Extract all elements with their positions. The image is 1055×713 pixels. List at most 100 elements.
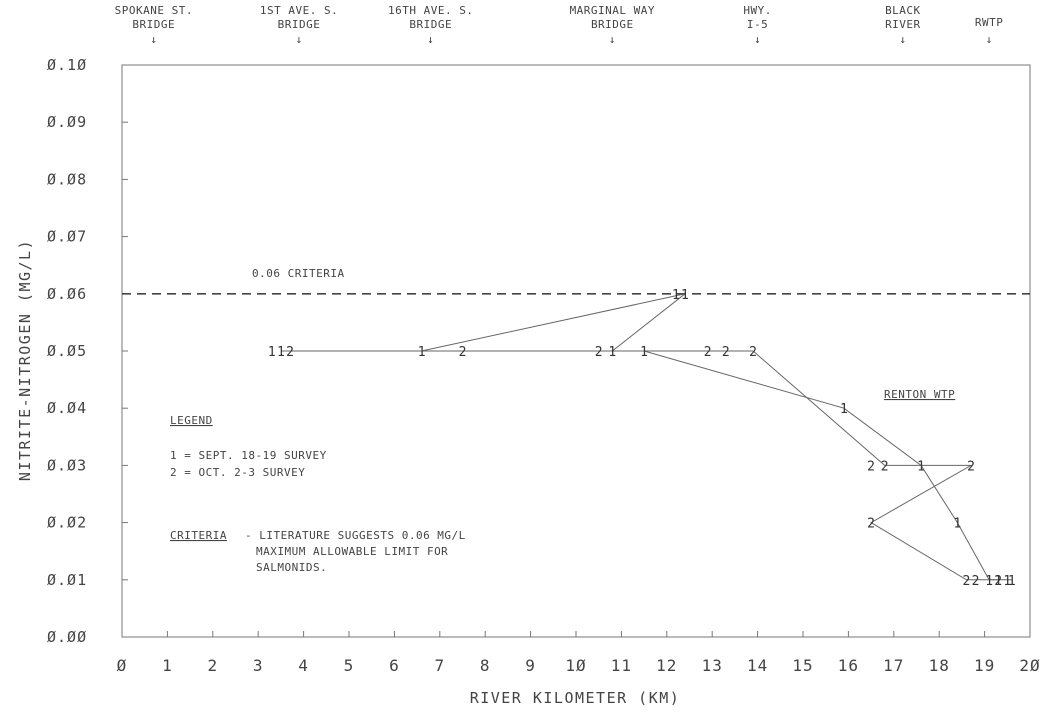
landmark-arrow-icon: ↓ — [150, 33, 157, 46]
y-tick-label: Ø.Ø6 — [47, 285, 87, 303]
series-1-point: 1 — [917, 459, 925, 474]
series-1-line — [280, 293, 1012, 581]
landmark-label: BRIDGE — [591, 18, 634, 31]
series-lines — [280, 293, 1012, 581]
series-2-point: 2 — [967, 459, 975, 474]
x-tick-label: 11 — [611, 656, 632, 675]
x-tick-label: 1 — [162, 656, 173, 675]
x-tick-label: 7 — [434, 656, 445, 675]
series-1-point: 1 — [840, 402, 848, 417]
landmarks: SPOKANE ST.BRIDGE↓1ST AVE. S.BRIDGE↓16TH… — [115, 4, 1004, 46]
landmark-label: HWY. — [743, 4, 772, 17]
criteria-reference: 0.06 CRITERIA — [122, 267, 1030, 295]
landmark-arrow-icon: ↓ — [295, 33, 302, 46]
x-axis-label: RIVER KILOMETER (KM) — [470, 689, 681, 707]
criteria-note-line-2: MAXIMUM ALLOWABLE LIMIT FOR — [256, 545, 448, 558]
landmark-label: BLACK — [885, 4, 921, 17]
landmark-arrow-icon: ↓ — [899, 33, 906, 46]
series-1-point: 1 — [268, 345, 276, 360]
series-1-point: 1 — [953, 517, 961, 532]
x-axis: Ø 1 2 3 4 5 6 7 8 9 1Ø 11 12 13 14 15 16 17 18 19 2Ø — [117, 631, 1040, 675]
landmark-label: I-5 — [747, 18, 768, 31]
y-tick-label: Ø.1Ø — [47, 56, 87, 74]
x-tick-label: 2Ø — [1019, 656, 1040, 675]
x-tick-label: 3 — [253, 656, 264, 675]
y-tick-label: Ø.Ø5 — [47, 342, 87, 360]
x-tick-label: 6 — [389, 656, 400, 675]
series-2-point: 2 — [459, 345, 467, 360]
series-1-point: 1 — [672, 288, 680, 303]
criteria-line-label: 0.06 CRITERIA — [252, 267, 345, 280]
series-2-point: 2 — [286, 345, 294, 360]
criteria-note: CRITERIA - LITERATURE SUGGESTS 0.06 MG/L… — [170, 529, 466, 574]
x-tick-label: 9 — [525, 656, 536, 675]
criteria-note-line-3: SALMONIDS. — [256, 561, 327, 574]
series-2-point: 2 — [867, 459, 875, 474]
y-axis-label: NITRITE-NITROGEN (MG/L) — [16, 239, 34, 481]
series-2-point: 2 — [749, 345, 757, 360]
series-1-point: 1 — [985, 574, 993, 589]
x-tick-label: 4 — [298, 656, 309, 675]
series-2-point: 2 — [881, 459, 889, 474]
legend-title: LEGEND — [170, 414, 213, 427]
legend: LEGEND 1 = SEPT. 18-19 SURVEY 2 = OCT. 2… — [170, 414, 327, 479]
x-tick-label: 18 — [929, 656, 950, 675]
legend-item-1: 1 = SEPT. 18-19 SURVEY — [170, 449, 327, 462]
y-tick-label: Ø.Ø8 — [47, 170, 87, 188]
criteria-note-title: CRITERIA — [170, 529, 227, 542]
x-tick-label: 19 — [974, 656, 995, 675]
x-tick-label: 5 — [344, 656, 355, 675]
legend-item-2: 2 = OCT. 2-3 SURVEY — [170, 466, 305, 479]
y-tick-label: Ø.Ø3 — [47, 456, 87, 474]
x-tick-label: 2 — [207, 656, 218, 675]
series-1-point: 1 — [277, 345, 285, 360]
series-2-point: 2 — [595, 345, 603, 360]
series-1-point: 1 — [1003, 574, 1011, 589]
x-tick-label: 13 — [702, 656, 723, 675]
series-1-point: 1 — [608, 345, 616, 360]
landmark-arrow-icon: ↓ — [986, 33, 993, 46]
series-2-line — [290, 350, 999, 581]
series-1-point: 1 — [1008, 574, 1016, 589]
landmark-label: BRIDGE — [132, 18, 175, 31]
x-tick-label: 1Ø — [565, 656, 586, 675]
series-2-point: 2 — [994, 574, 1002, 589]
series-2-point: 2 — [972, 574, 980, 589]
y-tick-label: Ø.Ø7 — [47, 228, 87, 246]
landmark-label: BRIDGE — [409, 18, 452, 31]
criteria-note-line-1: - LITERATURE SUGGESTS 0.06 MG/L — [245, 529, 466, 542]
renton-wtp-label: RENTON WTP — [884, 388, 955, 401]
landmark-label: SPOKANE ST. — [115, 4, 193, 17]
landmark-label: RIVER — [885, 18, 921, 31]
landmark-label: 16TH AVE. S. — [388, 4, 473, 17]
y-axis: Ø.ØØ Ø.Ø1 Ø.Ø2 Ø.Ø3 Ø.Ø4 Ø.Ø5 Ø.Ø6 Ø.Ø7 Ø.Ø8 Ø.Ø9… — [47, 56, 128, 646]
series-1-point: 1 — [681, 288, 689, 303]
x-tick-label: Ø — [117, 656, 128, 675]
x-tick-label: 17 — [883, 656, 904, 675]
y-tick-label: Ø.Ø4 — [47, 399, 87, 417]
landmark-arrow-icon: ↓ — [427, 33, 434, 46]
landmark-arrow-icon: ↓ — [754, 33, 761, 46]
y-tick-label: Ø.Ø9 — [47, 113, 87, 131]
series-2-point: 2 — [963, 574, 971, 589]
series-1-point: 1 — [994, 574, 1002, 589]
x-tick-label: 16 — [838, 656, 859, 675]
series-2-point: 2 — [722, 345, 730, 360]
series-2-point: 2 — [867, 517, 875, 532]
landmark-label: MARGINAL WAY — [570, 4, 655, 17]
landmark-label: BRIDGE — [278, 18, 321, 31]
x-tick-label: 14 — [747, 656, 768, 675]
series-1-point: 1 — [640, 345, 648, 360]
x-tick-label: 12 — [656, 656, 677, 675]
landmark-arrow-icon: ↓ — [609, 33, 616, 46]
y-tick-label: Ø.Ø1 — [47, 571, 87, 589]
y-tick-label: Ø.Ø2 — [47, 514, 87, 532]
y-tick-label: Ø.ØØ — [47, 628, 87, 646]
landmark-label: 1ST AVE. S. — [260, 4, 338, 17]
landmark-label: RWTP — [975, 16, 1004, 29]
series-1-point: 1 — [418, 345, 426, 360]
series-2-point: 2 — [704, 345, 712, 360]
x-tick-label: 15 — [792, 656, 813, 675]
